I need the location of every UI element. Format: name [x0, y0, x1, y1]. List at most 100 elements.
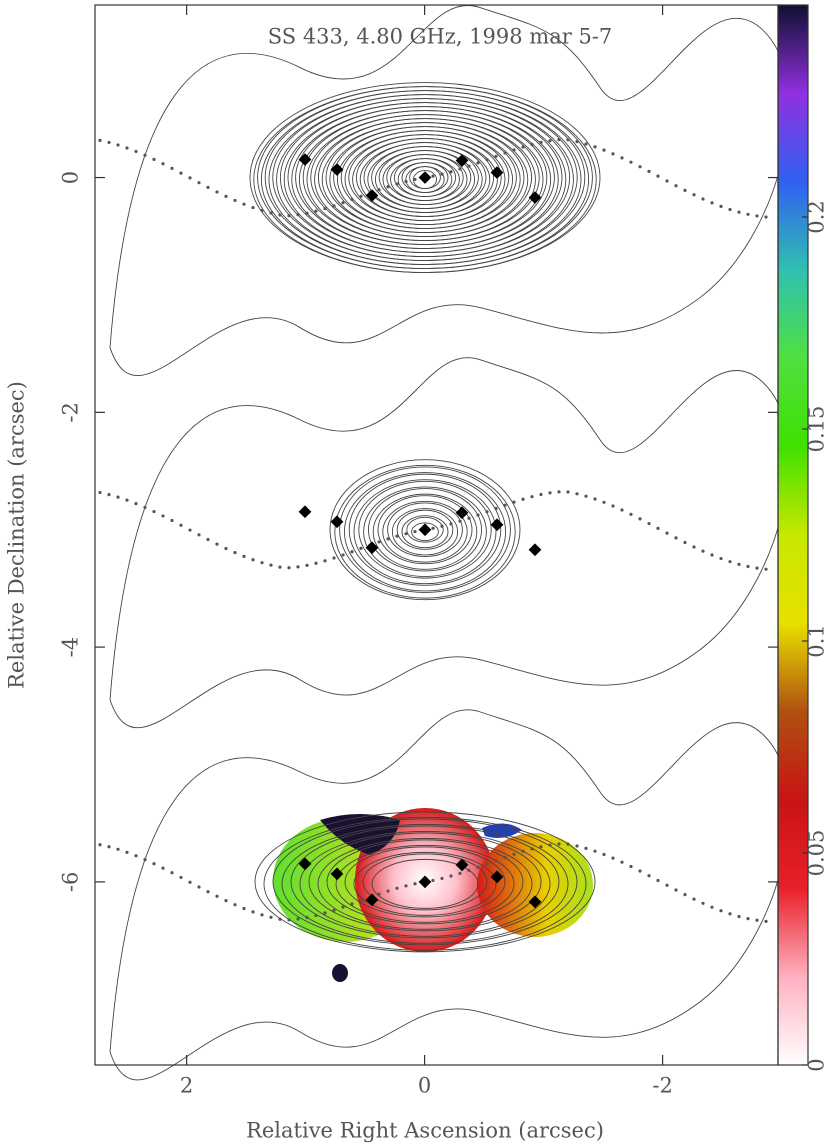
jet-track: [737, 210, 741, 214]
jet-track: [116, 495, 120, 499]
contour: [371, 858, 479, 909]
jet-track: [638, 869, 642, 873]
jet-track: [755, 566, 759, 570]
jet-track: [476, 865, 480, 869]
contour: [329, 459, 521, 601]
jet-track: [287, 918, 291, 922]
jet-track: [395, 534, 399, 538]
jet-track: [197, 181, 201, 185]
jet-track: [674, 536, 678, 540]
jet-track: [116, 847, 120, 851]
jet-track: [161, 866, 165, 870]
jet-track: [170, 871, 174, 875]
jet-track: [737, 562, 741, 566]
jet-track: [701, 901, 705, 905]
jet-track: [323, 559, 327, 563]
jet-track: [575, 140, 579, 144]
jet-track: [143, 505, 147, 510]
contour: [391, 508, 459, 556]
jet-track: [449, 874, 453, 878]
jet-track: [287, 214, 291, 218]
jet-track: [548, 139, 552, 143]
knot: [490, 518, 504, 532]
jet-track: [332, 908, 336, 912]
jet-track: [305, 211, 309, 215]
jet-track: [197, 533, 201, 537]
jet-track: [485, 510, 489, 514]
jet-track: [521, 849, 525, 853]
jet-track: [692, 545, 696, 549]
jet-track: [719, 909, 723, 913]
jet-track: [476, 513, 480, 517]
jet-track: [98, 490, 102, 495]
jet-track: [638, 517, 642, 521]
contour: [335, 844, 515, 923]
jet-track: [746, 564, 750, 569]
jet-track: [656, 174, 660, 178]
chart-title: SS 433, 4.80 GHz, 1998 mar 5-7: [268, 25, 613, 49]
jet-track: [215, 542, 219, 546]
jet-track: [440, 524, 444, 528]
colorbar-tick-label: 0.1: [805, 624, 829, 657]
jet-track: [467, 868, 471, 872]
jet-track: [206, 890, 210, 894]
jet-track: [746, 212, 750, 216]
jet-track: [710, 553, 714, 557]
jet-track: [719, 204, 723, 208]
jet-track: [359, 546, 363, 551]
pol-region: [477, 833, 593, 937]
jet-track: [665, 179, 669, 183]
knot: [298, 153, 312, 166]
jet-track: [152, 862, 156, 866]
jet-track: [701, 549, 705, 553]
contour: [263, 816, 587, 951]
knot: [365, 189, 379, 202]
contour: [290, 825, 560, 939]
jet-track: [728, 912, 732, 916]
jet-track: [728, 207, 732, 212]
jet-track: [593, 497, 597, 501]
jet-track: [575, 844, 579, 848]
jet-track: [287, 566, 291, 570]
jet-track: [746, 917, 750, 921]
jet-track: [224, 899, 228, 903]
jet-track: [503, 151, 507, 155]
jet-track: [692, 897, 696, 901]
jet-track: [332, 556, 336, 560]
jet-track: [413, 529, 417, 534]
y-axis-label: Relative Declination (arcsec): [5, 381, 29, 689]
knot: [528, 543, 542, 557]
colorbar: [778, 5, 808, 1065]
contour: [382, 500, 468, 563]
jet-track: [134, 501, 138, 506]
jet-track: [332, 204, 336, 208]
jet-track: [143, 857, 147, 862]
contour: [358, 480, 492, 579]
knot: [330, 163, 344, 176]
contour: [372, 493, 478, 570]
jet-track: [449, 522, 453, 526]
jet-track: [629, 864, 633, 869]
jet-track: [323, 911, 327, 915]
jet-track: [755, 214, 759, 218]
jet-track: [557, 490, 561, 494]
jet-track: [296, 917, 300, 921]
contour: [326, 839, 524, 925]
knot: [490, 166, 504, 179]
jet-track: [179, 523, 183, 527]
jet-track: [620, 508, 624, 512]
jet-track: [170, 166, 174, 170]
contour: [363, 486, 487, 577]
jet-track: [386, 889, 390, 893]
y-tick-label: -4: [59, 637, 83, 657]
jet-track: [377, 892, 381, 896]
jet-track: [188, 176, 192, 180]
jet-track: [764, 919, 768, 923]
jet-track: [521, 497, 525, 501]
pol-region: [332, 964, 348, 982]
jet-track: [161, 514, 165, 518]
jet-track: [764, 567, 768, 571]
jet-track: [647, 874, 651, 878]
contour: [339, 466, 511, 593]
y-tick-label: 0: [59, 171, 83, 184]
